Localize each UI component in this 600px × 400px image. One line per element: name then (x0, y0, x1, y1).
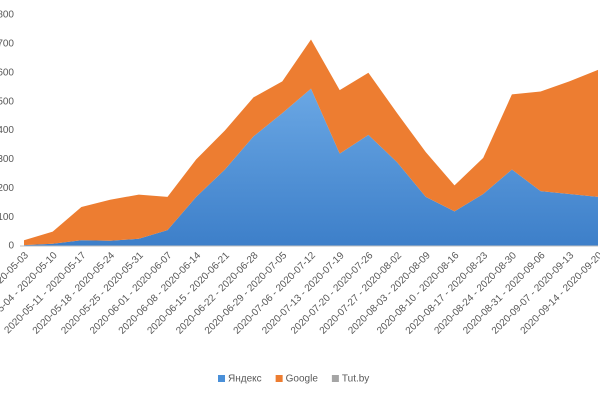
legend-swatch (331, 375, 339, 382)
legend-label: Яндекс (228, 374, 262, 385)
y-tick-label: 0 (8, 241, 14, 252)
legend-label: Tut.by (342, 374, 369, 385)
y-tick-label: 800 (0, 10, 14, 21)
legend-swatch (275, 375, 283, 382)
y-tick-label: 600 (0, 67, 14, 78)
legend-label: Google (286, 374, 319, 385)
y-tick-label: 300 (0, 154, 14, 165)
y-tick-label: 400 (0, 125, 14, 136)
legend-swatch (218, 375, 225, 382)
y-tick-label: 700 (0, 39, 14, 50)
y-tick-label: 500 (0, 96, 14, 107)
area (24, 88, 598, 246)
y-tick-label: 100 (0, 212, 14, 223)
y-tick-label: 200 (0, 183, 14, 194)
area (24, 39, 598, 246)
